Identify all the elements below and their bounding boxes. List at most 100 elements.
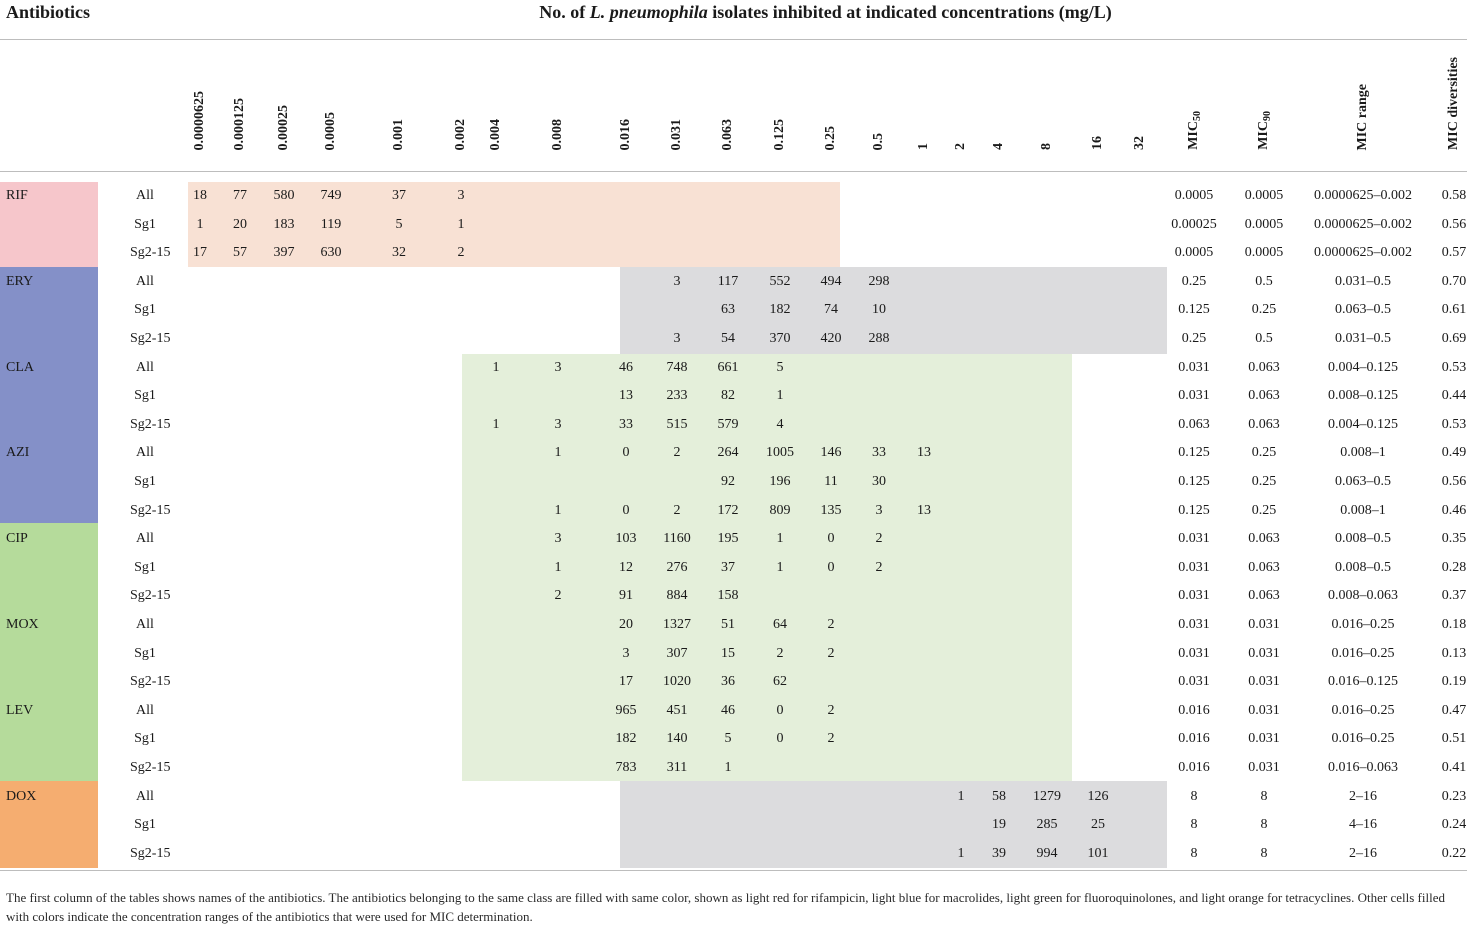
range-cell: 2–16 [1349,788,1377,804]
isolate-count-cell: 25 [1091,817,1105,833]
macrolide-class-block [0,267,98,523]
range-cell: 0.016–0.125 [1328,674,1398,690]
group-label: Sg1 [134,388,156,404]
mic90-cell: 0.031 [1248,645,1280,661]
div-cell: 0.58 [1441,188,1467,203]
isolate-count-cell: 17 [193,245,207,261]
conc-header-2: 2 [953,143,968,150]
isolate-count-cell: 233 [666,388,688,404]
isolate-count-cell: 77 [233,188,247,203]
mic50-cell: 0.125 [1178,502,1210,518]
mic50-cell: 8 [1190,817,1198,833]
range-cell: 0.016–0.25 [1331,702,1395,718]
range-cell: 0.008–1 [1340,502,1386,518]
div-cell: 0.23 [1441,788,1467,804]
isolate-count-cell: 276 [666,559,688,575]
range-cell: 0.031–0.5 [1335,273,1391,289]
conc-header-0.031: 0.031 [669,118,684,151]
group-label: All [136,273,154,289]
mic50-cell: 0.031 [1178,645,1210,661]
antibiotic-label-azi: AZI [6,445,30,461]
isolate-count-cell: 579 [717,416,739,432]
isolate-count-cell: 10 [872,302,886,318]
isolate-count-cell: 3 [457,188,465,203]
isolate-count-cell: 54 [721,331,735,346]
range-cell: 0.016–0.063 [1328,760,1398,775]
isolate-count-cell: 20 [233,216,247,232]
div-cell: 0.47 [1441,702,1467,718]
range-cell: 0.016–0.25 [1331,617,1395,632]
div-cell: 0.57 [1441,245,1467,261]
mic50-header: MIC50 [1185,111,1203,150]
header-rule [0,171,1467,172]
isolate-count-cell: 0 [622,445,630,461]
isolate-count-cell: 0 [827,531,835,547]
isolate-count-cell: 285 [1036,817,1058,833]
isolate-count-cell: 1 [492,416,500,432]
mic90-cell: 0.0005 [1244,245,1284,261]
isolate-count-cell: 2 [875,531,883,547]
isolate-count-cell: 1 [554,502,562,518]
ery-range-fill [620,267,1167,354]
mic50-cell: 0.063 [1178,416,1210,432]
div-cell: 0.53 [1441,359,1467,375]
range-cell: 0.008–0.125 [1328,388,1398,404]
div-cell: 0.44 [1441,388,1467,404]
group-label: Sg1 [134,645,156,661]
isolate-count-cell: 311 [666,760,688,775]
group-label: Sg2-15 [130,245,171,261]
mic50-cell: 0.125 [1178,445,1210,461]
range-cell: 0.0000625–0.002 [1314,216,1412,232]
group-label: Sg1 [134,216,156,232]
isolate-count-cell: 0 [776,731,784,747]
conc-header-4: 4 [991,143,1006,150]
div-cell: 0.19 [1441,674,1467,690]
conc-header-0.004: 0.004 [488,118,503,151]
rif-class-block [0,182,98,267]
isolate-count-cell: 749 [320,188,342,203]
div-cell: 0.28 [1441,559,1467,575]
group-label: Sg2-15 [130,845,171,861]
isolate-count-cell: 183 [273,216,295,232]
mic90-cell: 0.063 [1248,588,1280,604]
conc-header-0.001: 0.001 [391,118,406,151]
isolate-count-cell: 1020 [663,674,691,690]
div-cell: 0.41 [1441,760,1467,775]
conc-header-0.0005: 0.0005 [323,111,338,151]
mic50-cell: 0.25 [1181,331,1207,346]
mic90-cell: 0.031 [1248,702,1280,718]
isolate-count-cell: 32 [392,245,406,261]
group-label: Sg1 [134,302,156,318]
isolate-count-cell: 1279 [1033,788,1061,804]
conc-header-16: 16 [1090,136,1105,150]
isolate-count-cell: 0 [827,559,835,575]
div-cell: 0.56 [1441,216,1467,232]
isolate-count-cell: 140 [666,731,688,747]
isolate-count-cell: 3 [554,531,562,547]
range-cell: 0.008–0.5 [1335,531,1391,547]
tetracycline-class-block [0,781,98,868]
mic50-cell: 0.031 [1178,617,1210,632]
range-cell: 0.0000625–0.002 [1314,188,1412,203]
top-rule [0,39,1467,40]
mic50-cell: 0.016 [1178,731,1210,747]
mic90-cell: 0.031 [1248,674,1280,690]
isolate-count-cell: 196 [769,474,791,489]
isolate-count-cell: 5 [776,359,784,375]
conc-header-0.002: 0.002 [453,118,468,151]
isolate-count-cell: 1 [724,760,732,775]
isolate-count-cell: 101 [1087,845,1109,861]
range-cell: 0.016–0.25 [1331,645,1395,661]
isolate-count-cell: 2 [776,645,784,661]
mic90-cell: 8 [1260,817,1268,833]
isolate-count-cell: 1 [492,359,500,375]
isolate-count-cell: 783 [615,760,637,775]
isolate-count-cell: 51 [721,617,735,632]
group-label: Sg1 [134,731,156,747]
mic90-cell: 8 [1260,845,1268,861]
mic50-cell: 8 [1190,788,1198,804]
isolate-count-cell: 420 [820,331,842,346]
mic90-cell: 0.5 [1255,331,1273,346]
isolate-count-cell: 1 [776,531,784,547]
div-cell: 0.69 [1441,331,1467,346]
